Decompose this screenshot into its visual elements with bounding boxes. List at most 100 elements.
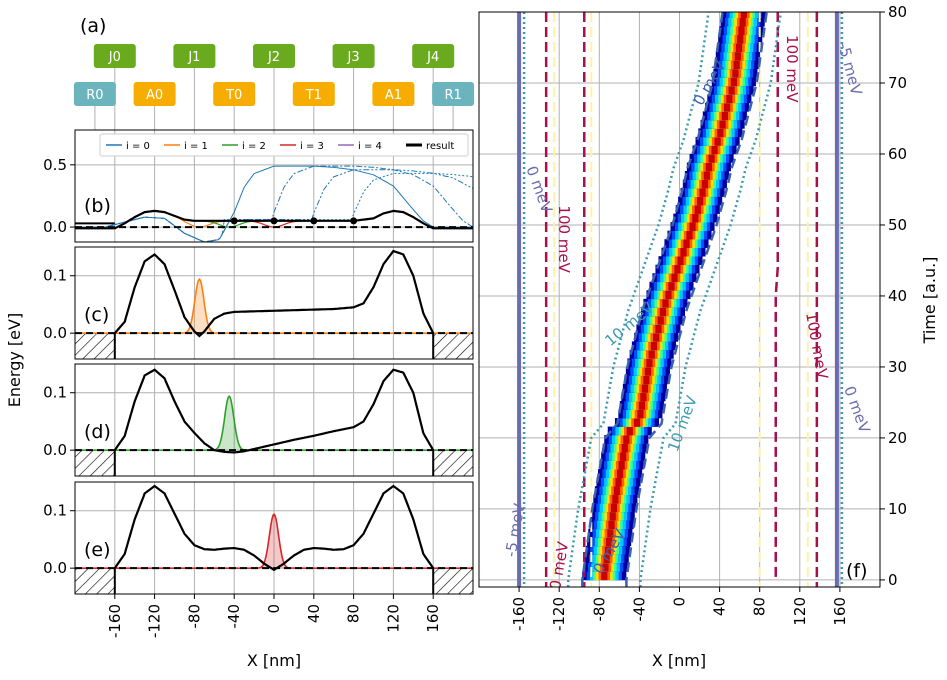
x-tick-label: 80 — [751, 597, 769, 616]
series-i0-variant-line — [75, 172, 473, 242]
contour-0meV-envelope-left — [581, 12, 724, 587]
contour-10meV-envelope-left — [566, 12, 710, 587]
plot-area — [75, 484, 473, 594]
density-cell — [705, 162, 712, 172]
density-cell — [637, 409, 644, 419]
series-i0-variant-line — [75, 169, 473, 242]
dot-node-0 — [73, 82, 116, 106]
gate-label: J3 — [347, 50, 360, 65]
density-cell — [721, 111, 728, 121]
density-cell — [665, 290, 672, 300]
panel-frame — [74, 363, 474, 477]
y-tick-label: 80 — [888, 3, 907, 21]
contour-label: 100 meV — [555, 205, 573, 273]
gate-node-4 — [412, 44, 455, 68]
y-tick-label: 40 — [888, 287, 907, 305]
y-tick-label: 30 — [888, 358, 907, 376]
legend-entry: result — [426, 141, 454, 152]
dot-node-3 — [292, 82, 335, 106]
density-cell — [604, 545, 612, 555]
x-tick-label: -120 — [550, 597, 568, 631]
x-tick-label: 0 — [265, 604, 283, 614]
density-cell — [737, 34, 744, 44]
panel-frame — [74, 129, 474, 243]
density-cell — [648, 349, 655, 359]
right-x-axis-label: X [nm] — [652, 651, 706, 670]
panel-c-wavefunction-plot: 0.0 0.1 (c) — [43, 246, 474, 360]
gate-marker — [310, 217, 318, 225]
density-cell — [601, 571, 608, 581]
panel-a-label: (a) — [80, 15, 106, 37]
density-cell — [650, 341, 658, 351]
left-reservoir-hatch — [75, 567, 116, 594]
wavefunction-fill — [75, 514, 473, 569]
density-cell — [633, 418, 641, 427]
x-tick-label: 160 — [424, 604, 442, 633]
density-cell — [626, 426, 633, 436]
panel-b-label: (b) — [84, 195, 111, 217]
potential-line — [113, 368, 435, 454]
gate-marker — [270, 217, 278, 225]
density-cell — [732, 68, 739, 78]
potential-line — [113, 484, 435, 572]
density-cell — [638, 401, 645, 410]
density-cell — [738, 26, 745, 36]
y-tick-label: 0.0 — [43, 441, 67, 459]
panel-b-plot-area — [75, 165, 473, 242]
panel-c-label: (c) — [84, 304, 109, 326]
dot-label: T0 — [225, 88, 242, 103]
y-tick-label: 0.0 — [43, 218, 67, 236]
left-x-ticks: -160 -120 -80 -40 0 40 80 120 160 — [106, 594, 442, 638]
density-cell — [668, 281, 675, 291]
density-cell — [618, 460, 625, 470]
y-tick-label: 0.1 — [43, 384, 67, 402]
density-cell — [603, 554, 610, 564]
density-cell — [701, 179, 708, 189]
density-cell — [735, 43, 743, 53]
potential-line — [113, 249, 435, 338]
right-y-axis-label: Time [a.u.] — [920, 257, 939, 345]
y-tick-label: 0.1 — [43, 502, 67, 520]
legend-entry: i = 1 — [184, 141, 208, 152]
x-tick-label: -160 — [106, 604, 124, 638]
x-tick-label: 120 — [791, 597, 809, 626]
right-reservoir-hatch — [432, 449, 473, 476]
density-cell — [620, 452, 627, 461]
x-tick-label: 160 — [831, 597, 849, 626]
density-cell — [671, 273, 678, 283]
y-tick-label: 10 — [888, 500, 907, 518]
density-cell — [699, 188, 706, 197]
legend-entry: i = 2 — [242, 141, 266, 152]
y-tick-label: 60 — [888, 145, 907, 163]
y-tick-label: 70 — [888, 74, 907, 92]
gate-node-1 — [173, 44, 216, 68]
density-cell — [708, 153, 715, 163]
density-cell — [615, 477, 622, 487]
left-x-axis-label: X [nm] — [247, 651, 301, 670]
gate-label: J1 — [187, 50, 200, 65]
density-cell — [734, 51, 741, 61]
density-cell — [640, 392, 647, 402]
density-cell — [608, 520, 615, 530]
contour-10meV-envelope-right — [639, 12, 783, 587]
density-cell — [613, 486, 621, 496]
density-cell — [657, 315, 664, 325]
gate-label: J4 — [426, 50, 439, 65]
density-cell — [609, 511, 616, 521]
density-cell — [644, 366, 652, 376]
dot-label: R0 — [86, 88, 103, 103]
x-tick-label: -120 — [146, 604, 164, 638]
panel-d-wavefunction-plot: 0.0 0.1 (d) — [43, 363, 474, 477]
dot-label: T1 — [305, 88, 322, 103]
dot-label: A0 — [146, 88, 163, 103]
dot-node-5 — [432, 82, 475, 106]
legend-entry: i = 0 — [126, 141, 150, 152]
density-cell — [719, 119, 726, 129]
gate-diagram: J0 J1 J2 J3 J4 R0 A0 T0 T1 A1 R1 — [73, 44, 475, 130]
y-tick-label: 0 — [888, 571, 898, 589]
right-reservoir-hatch — [432, 332, 473, 359]
density-cell — [739, 17, 746, 27]
x-tick-label: -40 — [630, 597, 648, 622]
panel-b-potential-plot: 0.0 0.5 i = 0 i = 1 i = 2 i = 3 i = 4 result (b) — [43, 129, 474, 243]
